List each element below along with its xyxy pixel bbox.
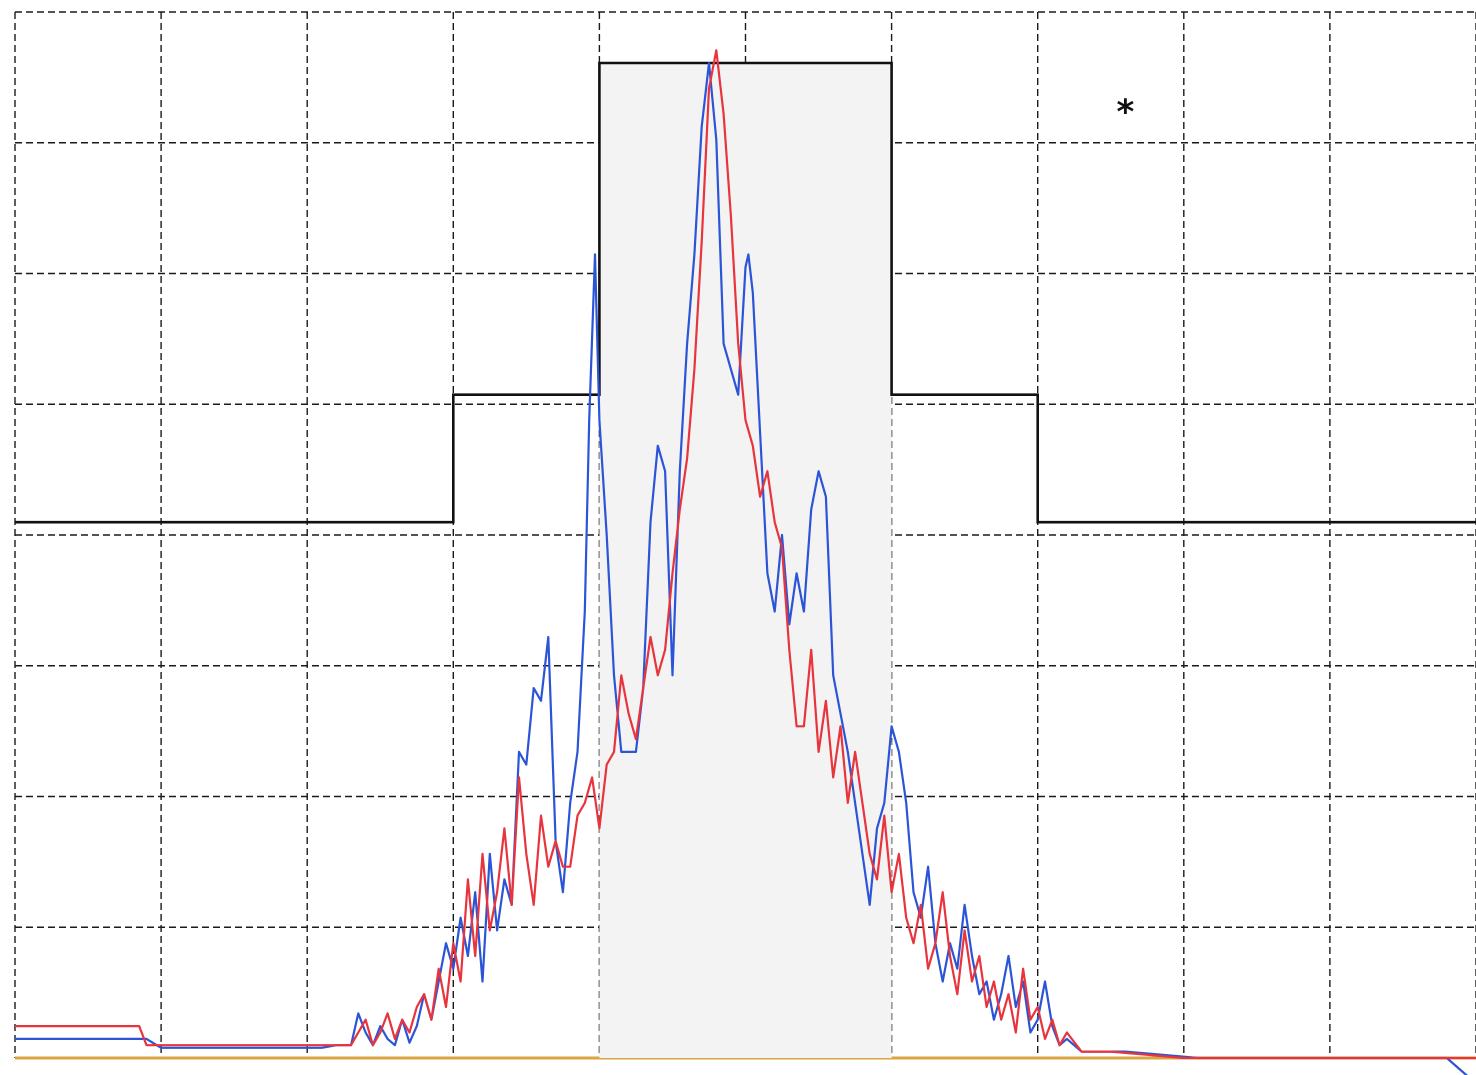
series-line-2 (15, 49, 1476, 1060)
envelope-shade (599, 63, 892, 1058)
asterisk-annotation: * (1116, 92, 1134, 132)
annotation-layer: * (1116, 92, 1134, 132)
envelope-layer (15, 61, 1476, 1058)
envelope-step-line (15, 61, 1476, 524)
series-layer (15, 49, 1476, 1075)
